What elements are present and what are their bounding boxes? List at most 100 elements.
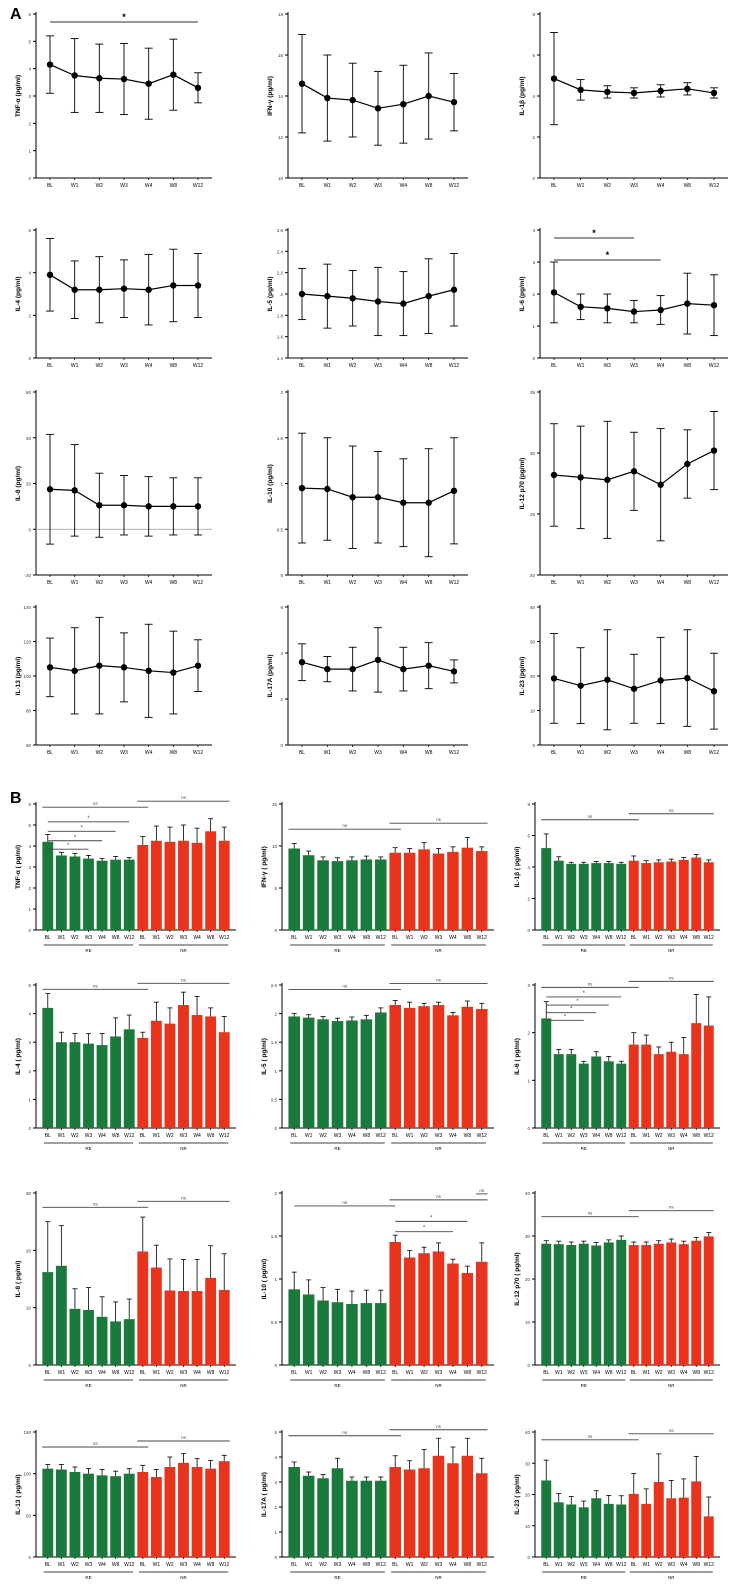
x-tick-label: W8 — [112, 1133, 120, 1139]
y-tick-label: 1 — [274, 1530, 277, 1535]
y-tick-label: 40 — [530, 605, 536, 610]
y-tick-label: 2 — [280, 292, 283, 297]
y-axis-label: IL-1β (pg/ml) — [519, 77, 526, 116]
data-point — [298, 290, 306, 298]
bar — [218, 1032, 230, 1128]
bar — [317, 860, 329, 930]
y-tick-label: 100 — [23, 1472, 31, 1477]
x-tick-label: W8 — [693, 1133, 701, 1139]
bar — [641, 1245, 652, 1365]
y-tick-label: 6 — [28, 12, 31, 17]
x-tick-label: W3 — [180, 1562, 188, 1568]
significance-label: ns — [342, 823, 348, 828]
data-point — [577, 474, 584, 481]
x-tick-label: W2 — [71, 1133, 79, 1139]
x-tick-label: W12 — [219, 1133, 230, 1139]
bar — [553, 1244, 564, 1365]
y-tick-label: 0 — [274, 1363, 277, 1368]
significance-label-nr: ns — [669, 808, 675, 813]
y-tick-label: 2.6 — [277, 228, 284, 233]
x-tick-label: W2 — [96, 183, 104, 189]
x-tick-label: W8 — [112, 935, 120, 941]
bar — [302, 1475, 315, 1557]
x-tick-label: W3 — [180, 935, 188, 941]
y-axis-label: IL-6 (pg/ml) — [519, 276, 526, 311]
data-point — [657, 306, 664, 314]
bar — [541, 848, 552, 930]
x-tick-label: W3 — [120, 580, 128, 586]
bar — [346, 1480, 358, 1557]
group-label-re: RE — [85, 1575, 91, 1580]
group-label-re: RE — [581, 948, 587, 953]
data-point — [450, 98, 458, 106]
x-tick-label: W8 — [684, 580, 692, 586]
x-tick-label: W4 — [348, 935, 356, 941]
y-tick-label: 2 — [280, 390, 283, 395]
x-tick-label: W3 — [180, 1370, 188, 1376]
x-tick-label: W2 — [349, 580, 357, 586]
bar — [628, 1044, 639, 1128]
y-tick-label: 4 — [532, 228, 535, 233]
x-tick-label: W4 — [657, 750, 665, 756]
bar — [447, 1463, 459, 1557]
x-tick-label: W1 — [577, 750, 585, 756]
data-point — [684, 460, 691, 468]
x-tick-label: W1 — [58, 1562, 66, 1568]
x-tick-label: W4 — [680, 935, 688, 941]
y-axis-label: IL-5 (pg/ml) — [267, 276, 274, 311]
bar — [603, 863, 614, 930]
x-tick-label: W2 — [420, 1370, 428, 1376]
bar — [553, 1054, 564, 1128]
y-tick-label: 40 — [525, 1430, 531, 1435]
bar — [666, 861, 677, 930]
bar — [96, 1316, 108, 1365]
x-tick-label: BL — [47, 750, 53, 756]
x-tick-label: W12 — [219, 1370, 230, 1376]
x-tick-label: W4 — [98, 1133, 106, 1139]
x-tick-label: W12 — [124, 935, 135, 941]
y-tick-label: 4 — [28, 67, 31, 72]
x-tick-label: W2 — [319, 1133, 327, 1139]
bar — [191, 1467, 203, 1557]
y-tick-label: 8 — [527, 802, 530, 807]
x-tick-label: W12 — [477, 935, 488, 941]
x-tick-label: W12 — [219, 1562, 230, 1568]
data-point — [170, 669, 177, 676]
x-tick-label: W8 — [684, 363, 692, 369]
bar — [69, 856, 81, 930]
bar — [178, 1462, 189, 1557]
y-tick-label: 2 — [527, 897, 530, 902]
significance-label: ns — [93, 801, 99, 806]
x-tick-label: W3 — [435, 935, 443, 941]
bar — [346, 1303, 358, 1365]
bar — [375, 1480, 387, 1557]
bar — [666, 1051, 677, 1128]
x-tick-label: BL — [392, 935, 398, 941]
x-tick-label: W2 — [349, 750, 357, 756]
y-tick-label: 2 — [274, 1191, 277, 1196]
data-point — [46, 664, 54, 671]
bar — [603, 1061, 614, 1128]
data-point — [630, 308, 638, 315]
x-tick-label: W12 — [193, 363, 204, 369]
y-axis-label: IL-12 p70 ( pg/ml) — [514, 1252, 521, 1305]
y-tick-label: 6 — [28, 228, 31, 233]
x-tick-label: BL — [140, 1133, 146, 1139]
x-tick-label: W8 — [170, 183, 178, 189]
bar — [389, 1005, 401, 1128]
y-tick-label: -20 — [24, 573, 31, 578]
bar — [360, 859, 373, 930]
x-tick-label: BL — [291, 1370, 297, 1376]
group-label-re: RE — [85, 948, 91, 953]
bar — [55, 1042, 67, 1128]
data-point — [145, 80, 152, 87]
x-tick-label: W3 — [85, 1133, 93, 1139]
x-tick-label: W3 — [85, 1562, 93, 1568]
x-tick-label: W12 — [704, 1370, 715, 1376]
bar — [42, 1007, 54, 1128]
x-tick-label: W4 — [400, 183, 408, 189]
x-tick-label: W1 — [577, 183, 585, 189]
y-tick-label: 10 — [530, 709, 536, 714]
group-label-re: RE — [85, 1383, 91, 1388]
significance-label-nr: ns — [181, 1435, 187, 1440]
